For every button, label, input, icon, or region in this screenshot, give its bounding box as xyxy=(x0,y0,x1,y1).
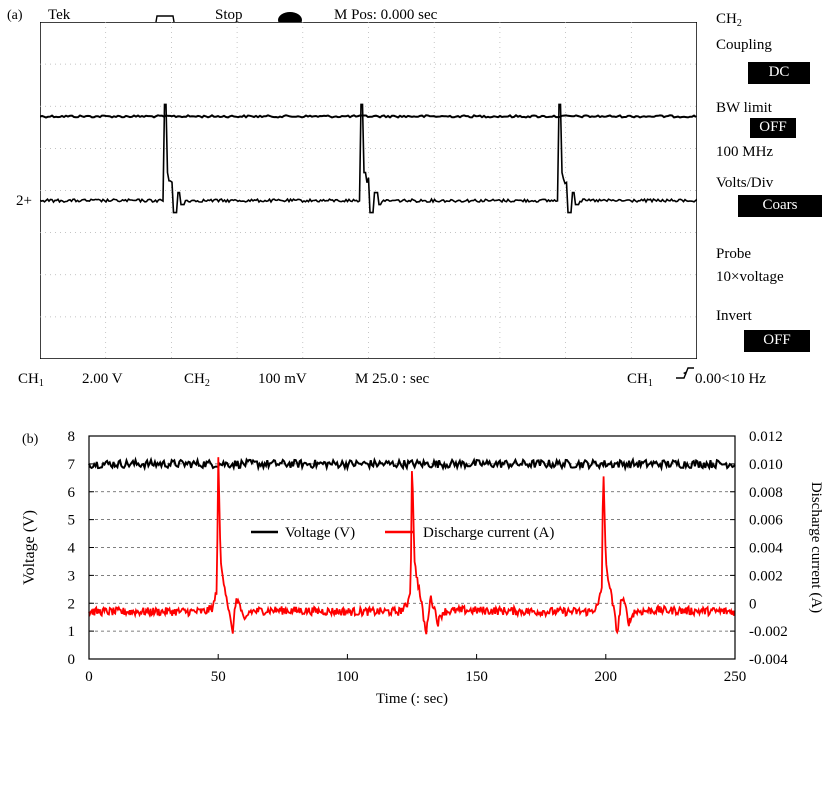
y2-tick-label: 0.004 xyxy=(749,541,783,557)
volts-div-label: Volts/Div xyxy=(716,175,774,191)
horizontal-position: M Pos: 0.000 sec xyxy=(334,7,438,23)
x-axis-label: Time (: sec) xyxy=(376,691,448,707)
y2-tick-label: 0.002 xyxy=(749,568,783,584)
coupling-dc-button[interactable]: DC xyxy=(748,62,810,84)
menu-channel-title: CH2 xyxy=(716,11,742,29)
bw-limit-button[interactable]: OFF xyxy=(750,118,796,138)
legend-voltage-label: Voltage (V) xyxy=(285,525,355,541)
y-tick-label: 4 xyxy=(68,541,76,557)
panel-b-label: (b) xyxy=(22,432,39,447)
invert-button[interactable]: OFF xyxy=(744,330,810,352)
coupling-label: Coupling xyxy=(716,37,772,53)
series-voltage-line xyxy=(88,456,736,472)
y2-tick-label: 0 xyxy=(749,596,757,612)
invert-label: Invert xyxy=(716,308,752,324)
scope-trace-ch1 xyxy=(40,114,697,119)
y-tick-label: 0 xyxy=(68,652,76,668)
y2-tick-label: 0.012 xyxy=(749,429,783,445)
y2-tick-label: 0.010 xyxy=(749,457,783,473)
y-tick-label: 8 xyxy=(68,429,76,445)
bw-frequency: 100 MHz xyxy=(716,144,774,160)
series-current-line xyxy=(88,457,736,635)
legend: Voltage (V) Discharge current (A) xyxy=(251,525,554,541)
ch1-label: CH1 xyxy=(18,371,44,389)
ch2-ground-marker: 2+ xyxy=(16,193,32,209)
rising-edge-icon xyxy=(676,367,694,379)
y2-tick-label: 0.006 xyxy=(749,513,783,529)
y2-axis-label: Discharge current (A) xyxy=(808,482,824,613)
scope-brand: Tek xyxy=(48,7,71,23)
x-tick-label: 150 xyxy=(465,669,488,685)
x-tick-label: 0 xyxy=(85,669,93,685)
panel-a-label: (a) xyxy=(7,8,23,23)
probe-value[interactable]: 10×voltage xyxy=(716,269,784,285)
trigger-value: 0.00<10 Hz xyxy=(695,371,766,387)
x-tick-label: 250 xyxy=(724,669,747,685)
ch2-label: CH2 xyxy=(184,371,210,389)
volts-div-button[interactable]: Coars xyxy=(738,195,822,217)
y-tick-label: 3 xyxy=(68,568,76,584)
acquisition-mode: Stop xyxy=(215,7,243,23)
ch2-scale: 100 mV xyxy=(258,371,307,387)
legend-current-label: Discharge current (A) xyxy=(423,525,554,541)
probe-label: Probe xyxy=(716,246,751,262)
bw-limit-label: BW limit xyxy=(716,100,772,116)
y2-tick-label: 0.008 xyxy=(749,485,783,501)
x-tick-label: 50 xyxy=(211,669,226,685)
y-tick-label: 7 xyxy=(68,457,76,473)
y-tick-label: 1 xyxy=(68,624,76,640)
trigger-channel: CH1 xyxy=(627,371,653,389)
chart-b: (b) 0 1 2 3 4 5 6 7 8 -0.004 -0.002 0 0.002 0.004 0.006… xyxy=(21,429,824,707)
y2-tick-label: -0.002 xyxy=(749,624,788,640)
ch1-scale: 2.00 V xyxy=(82,371,123,387)
timebase: M 25.0 : sec xyxy=(355,371,430,387)
y2-tick-label: -0.004 xyxy=(749,652,788,668)
x-tick-label: 200 xyxy=(595,669,618,685)
y-tick-label: 2 xyxy=(68,596,76,612)
x-tick-label: 100 xyxy=(336,669,359,685)
scope-trace-ch2 xyxy=(40,103,697,214)
y-axis-label: Voltage (V) xyxy=(21,510,38,585)
y-tick-label: 6 xyxy=(68,485,76,501)
scope-screen xyxy=(40,22,697,359)
y-tick-label: 5 xyxy=(68,513,76,529)
